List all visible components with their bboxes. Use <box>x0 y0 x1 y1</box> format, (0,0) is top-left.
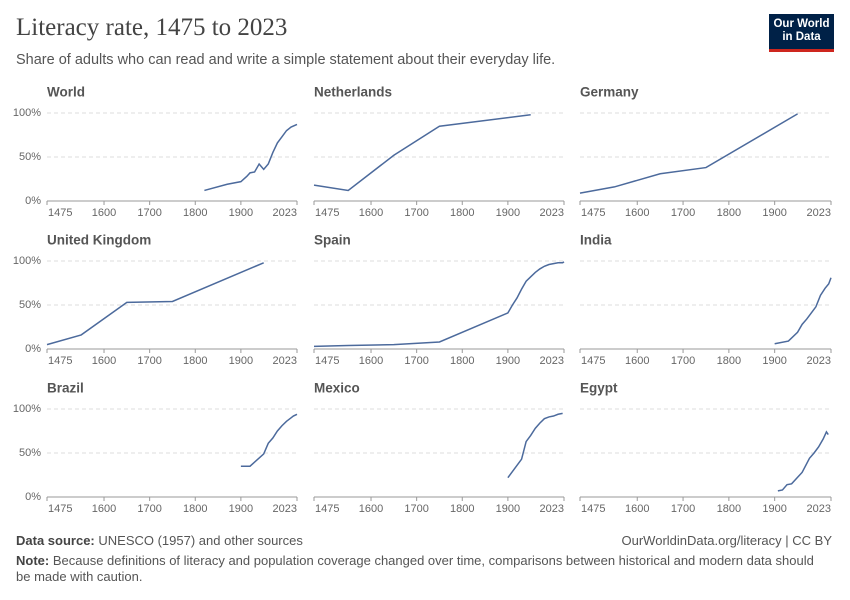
y-tick-label: 100% <box>13 107 41 119</box>
x-tick-label: 1600 <box>625 503 649 515</box>
x-tick-label: 1700 <box>404 207 428 219</box>
line <box>579 113 798 194</box>
x-tick-label: 1800 <box>717 503 741 515</box>
logo-line: in Data <box>782 31 821 43</box>
line <box>777 430 829 492</box>
x-tick-label: 2023 <box>273 355 297 367</box>
y-tick-label: 50% <box>19 151 41 163</box>
x-tick-label: 1475 <box>581 355 605 367</box>
source-label: Data source: <box>16 533 95 548</box>
x-tick-label: 2023 <box>540 503 564 515</box>
x-tick-label: 1600 <box>625 207 649 219</box>
y-tick-label: 50% <box>19 447 41 459</box>
x-tick-label: 1900 <box>229 207 253 219</box>
x-tick-label: 1900 <box>229 355 253 367</box>
x-tick-label: 1900 <box>496 355 520 367</box>
x-tick-label: 2023 <box>540 355 564 367</box>
line <box>204 123 298 192</box>
logo[interactable]: Our World in Data <box>769 14 834 52</box>
x-tick-label: 1900 <box>762 503 786 515</box>
x-tick-label: 2023 <box>807 207 831 219</box>
x-tick-label: 1800 <box>717 355 741 367</box>
panel-title: India <box>580 233 612 248</box>
line <box>313 261 565 348</box>
subtitle: Share of adults who can read and write a… <box>16 52 556 68</box>
line <box>240 413 298 467</box>
x-tick-label: 1800 <box>183 503 207 515</box>
panel-title: Brazil <box>47 381 84 396</box>
x-tick-label: 2023 <box>273 503 297 515</box>
title: Literacy rate, 1475 to 2023 <box>16 14 288 41</box>
x-tick-label: 2023 <box>540 207 564 219</box>
source-text: UNESCO (1957) and other sources <box>98 533 303 548</box>
y-tick-label: 100% <box>13 255 41 267</box>
x-tick-label: 1600 <box>625 355 649 367</box>
x-tick-label: 2023 <box>807 503 831 515</box>
y-tick-label: 0% <box>25 491 41 503</box>
x-tick-label: 1900 <box>496 503 520 515</box>
line <box>46 262 264 346</box>
x-tick-label: 1700 <box>671 207 695 219</box>
y-tick-label: 100% <box>13 403 41 415</box>
note-text: Because definitions of literacy and popu… <box>16 553 814 584</box>
x-tick-label: 1475 <box>581 503 605 515</box>
x-tick-label: 1475 <box>48 503 72 515</box>
x-tick-label: 1800 <box>183 207 207 219</box>
panel-title: Netherlands <box>314 85 392 100</box>
line <box>507 412 563 479</box>
x-tick-label: 1800 <box>183 355 207 367</box>
x-tick-label: 1600 <box>359 503 383 515</box>
x-tick-label: 1475 <box>48 207 72 219</box>
x-tick-label: 1700 <box>137 503 161 515</box>
x-tick-label: 1700 <box>671 355 695 367</box>
x-tick-label: 1800 <box>450 503 474 515</box>
panel-title: United Kingdom <box>47 233 151 248</box>
x-tick-label: 1700 <box>671 503 695 515</box>
y-tick-label: 0% <box>25 343 41 355</box>
x-tick-label: 1600 <box>92 503 116 515</box>
x-tick-label: 1475 <box>315 207 339 219</box>
note-label: Note: <box>16 553 50 568</box>
x-tick-label: 1800 <box>450 355 474 367</box>
x-tick-label: 1600 <box>92 207 116 219</box>
y-tick-label: 50% <box>19 299 41 311</box>
x-tick-label: 1475 <box>315 355 339 367</box>
x-tick-label: 1700 <box>404 503 428 515</box>
panel-title: Egypt <box>580 381 618 396</box>
panel-title: Germany <box>580 85 639 100</box>
x-tick-label: 1900 <box>762 207 786 219</box>
line <box>313 114 531 192</box>
note: Note: Because definitions of literacy an… <box>16 553 831 585</box>
panel-title: Mexico <box>314 381 360 396</box>
x-tick-label: 1800 <box>717 207 741 219</box>
x-tick-label: 2023 <box>273 207 297 219</box>
x-tick-label: 1900 <box>496 207 520 219</box>
line <box>774 277 832 345</box>
panel-title: Spain <box>314 233 351 248</box>
x-tick-label: 1600 <box>359 207 383 219</box>
x-tick-label: 1475 <box>581 207 605 219</box>
x-tick-label: 1900 <box>762 355 786 367</box>
charts: World 0% 50% 100% 1475 1600 1700 1800 1900 2023 Ne… <box>13 85 832 515</box>
x-tick-label: 1475 <box>315 503 339 515</box>
y-tick-label: 0% <box>25 195 41 207</box>
x-tick-label: 1475 <box>48 355 72 367</box>
x-tick-label: 1700 <box>137 355 161 367</box>
x-tick-label: 1800 <box>450 207 474 219</box>
source: Data source: UNESCO (1957) and other sou… <box>16 533 303 548</box>
panel-title: World <box>47 85 85 100</box>
x-tick-label: 1600 <box>359 355 383 367</box>
logo-line: Our World <box>773 18 830 30</box>
x-tick-label: 1700 <box>137 207 161 219</box>
x-tick-label: 1900 <box>229 503 253 515</box>
url[interactable]: OurWorldinData.org/literacy | CC BY <box>621 533 832 548</box>
x-tick-label: 1700 <box>404 355 428 367</box>
x-tick-label: 2023 <box>807 355 831 367</box>
x-tick-label: 1600 <box>92 355 116 367</box>
